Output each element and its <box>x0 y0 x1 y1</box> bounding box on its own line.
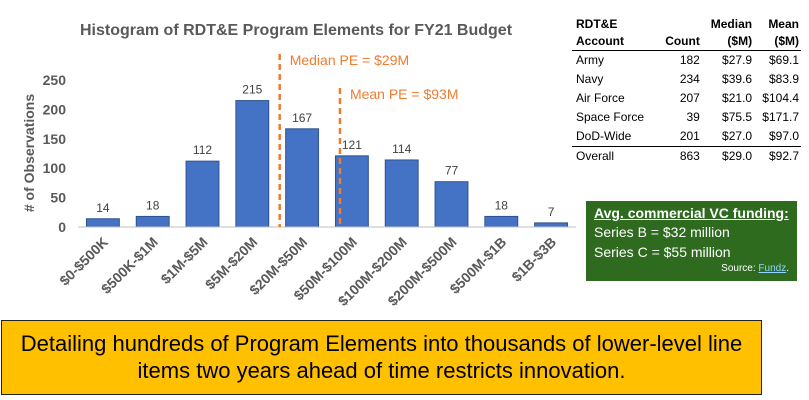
bar <box>484 215 519 228</box>
cell-median: $27.0 <box>722 129 753 143</box>
annotations: Median PE = $29M Mean PE = $93M <box>278 52 459 227</box>
cell-account: Air Force <box>576 91 625 105</box>
bar-value-label: 14 <box>96 201 110 215</box>
table-row: DoD-Wide 201 $27.0 $97.0 <box>572 127 801 147</box>
cell-count: 201 <box>679 129 700 143</box>
vc-series-b: Series B = $32 million <box>594 224 730 240</box>
cell-account: Navy <box>576 72 604 86</box>
header-median-line2: ($M) <box>727 34 753 48</box>
y-tick-label: 0 <box>58 219 66 235</box>
bar-value-label: 215 <box>242 83 262 97</box>
header-account: RDT&E Account <box>572 16 657 51</box>
cell-count: 39 <box>686 110 700 124</box>
header-median-line1: Median <box>710 17 753 31</box>
x-axis-category-labels: $0-$500K$500K-$1M$1M-$5M$5M-$20M$20M-$50… <box>56 234 559 309</box>
annotation-label: Mean PE = $93M <box>350 86 459 102</box>
header-account-line2: Account <box>576 34 624 48</box>
account-stats-table: RDT&E Account Count Median ($M) Mean ($M) A… <box>572 16 801 166</box>
table-row: Space Force 39 $75.5 $171.7 <box>572 108 801 127</box>
header-mean-line1: Mean <box>768 17 799 31</box>
cell-mean: $83.9 <box>768 72 799 86</box>
bar <box>384 159 419 228</box>
bar <box>534 222 569 228</box>
cell-median: $39.6 <box>722 72 753 86</box>
table-row: Army 182 $27.9 $69.1 <box>572 51 801 71</box>
y-axis-label: # of Observations <box>21 94 37 212</box>
bar <box>235 100 270 228</box>
cell-count: 207 <box>679 91 700 105</box>
table-row: Air Force 207 $21.0 $104.4 <box>572 89 801 108</box>
bar-value-label: 167 <box>292 111 312 125</box>
header-mean-line2: ($M) <box>774 34 799 48</box>
bar-value-label: 114 <box>392 142 411 156</box>
bar <box>85 218 120 228</box>
y-tick-label: 200 <box>43 101 67 117</box>
header-account-line1: RDT&E <box>576 17 618 31</box>
cell-mean: $104.4 <box>762 91 799 105</box>
cell-median: $29.0 <box>722 149 753 163</box>
innovation-banner: Detailing hundreds of Program Elements i… <box>1 320 762 395</box>
vc-funding-box: Avg. commercial VC funding: Series B = $… <box>586 201 797 281</box>
bar-value-label: 18 <box>146 198 160 212</box>
cell-mean: $92.7 <box>768 149 799 163</box>
bar <box>434 181 469 228</box>
cell-mean: $69.1 <box>768 53 799 67</box>
header-count: Count <box>665 34 700 48</box>
bar-value-label: 77 <box>445 164 459 178</box>
table-header-row: RDT&E Account Count Median ($M) Mean ($M) <box>572 16 801 51</box>
cell-count: 182 <box>679 53 700 67</box>
cell-count: 234 <box>679 72 700 86</box>
cell-mean: $97.0 <box>768 129 799 143</box>
cell-median: $27.9 <box>722 53 753 67</box>
vc-funding-title: Avg. commercial VC funding: <box>594 205 789 221</box>
bar-value-label: 7 <box>548 205 555 219</box>
vc-source-link[interactable]: Fundz <box>758 263 787 274</box>
cell-account: DoD-Wide <box>576 129 632 143</box>
chart-title: Histogram of RDT&E Program Elements for … <box>80 22 513 39</box>
cell-account: Overall <box>576 149 615 163</box>
cell-count: 863 <box>679 149 700 163</box>
vc-source: Source: Fundz. <box>594 263 789 274</box>
header-median: Median ($M) <box>702 16 754 51</box>
cell-median: $21.0 <box>722 91 753 105</box>
vc-source-prefix: Source: <box>721 263 759 274</box>
bar <box>185 160 220 228</box>
y-tick-label: 50 <box>50 190 66 206</box>
y-axis-ticks: 0 50 100 150 200 250 <box>43 72 67 235</box>
cell-account: Army <box>576 53 604 67</box>
vc-source-suffix: . <box>786 263 789 274</box>
bar-value-label: 18 <box>495 198 509 212</box>
table-row-overall: Overall 863 $29.0 $92.7 <box>572 146 801 167</box>
cell-median: $75.5 <box>722 110 753 124</box>
cell-account: Space Force <box>576 110 645 124</box>
y-tick-label: 150 <box>43 131 67 147</box>
vc-series-c: Series C = $55 million <box>594 244 731 260</box>
bar <box>285 128 320 228</box>
table-row: Navy 234 $39.6 $83.9 <box>572 70 801 89</box>
annotation-label: Median PE = $29M <box>290 52 409 68</box>
bar <box>135 215 170 228</box>
bars: 14 18 112 215 167 121 114 77 18 7 <box>85 83 569 228</box>
bar-value-label: 112 <box>193 143 212 157</box>
banner-text: Detailing hundreds of Program Elements i… <box>20 331 743 383</box>
bar-value-label: 121 <box>342 138 362 152</box>
y-tick-label: 250 <box>43 72 67 88</box>
y-tick-label: 100 <box>43 160 67 176</box>
header-mean: Mean ($M) <box>754 16 801 51</box>
x-tick-label: $1B-$3B <box>508 234 559 285</box>
cell-mean: $171.7 <box>762 110 799 124</box>
